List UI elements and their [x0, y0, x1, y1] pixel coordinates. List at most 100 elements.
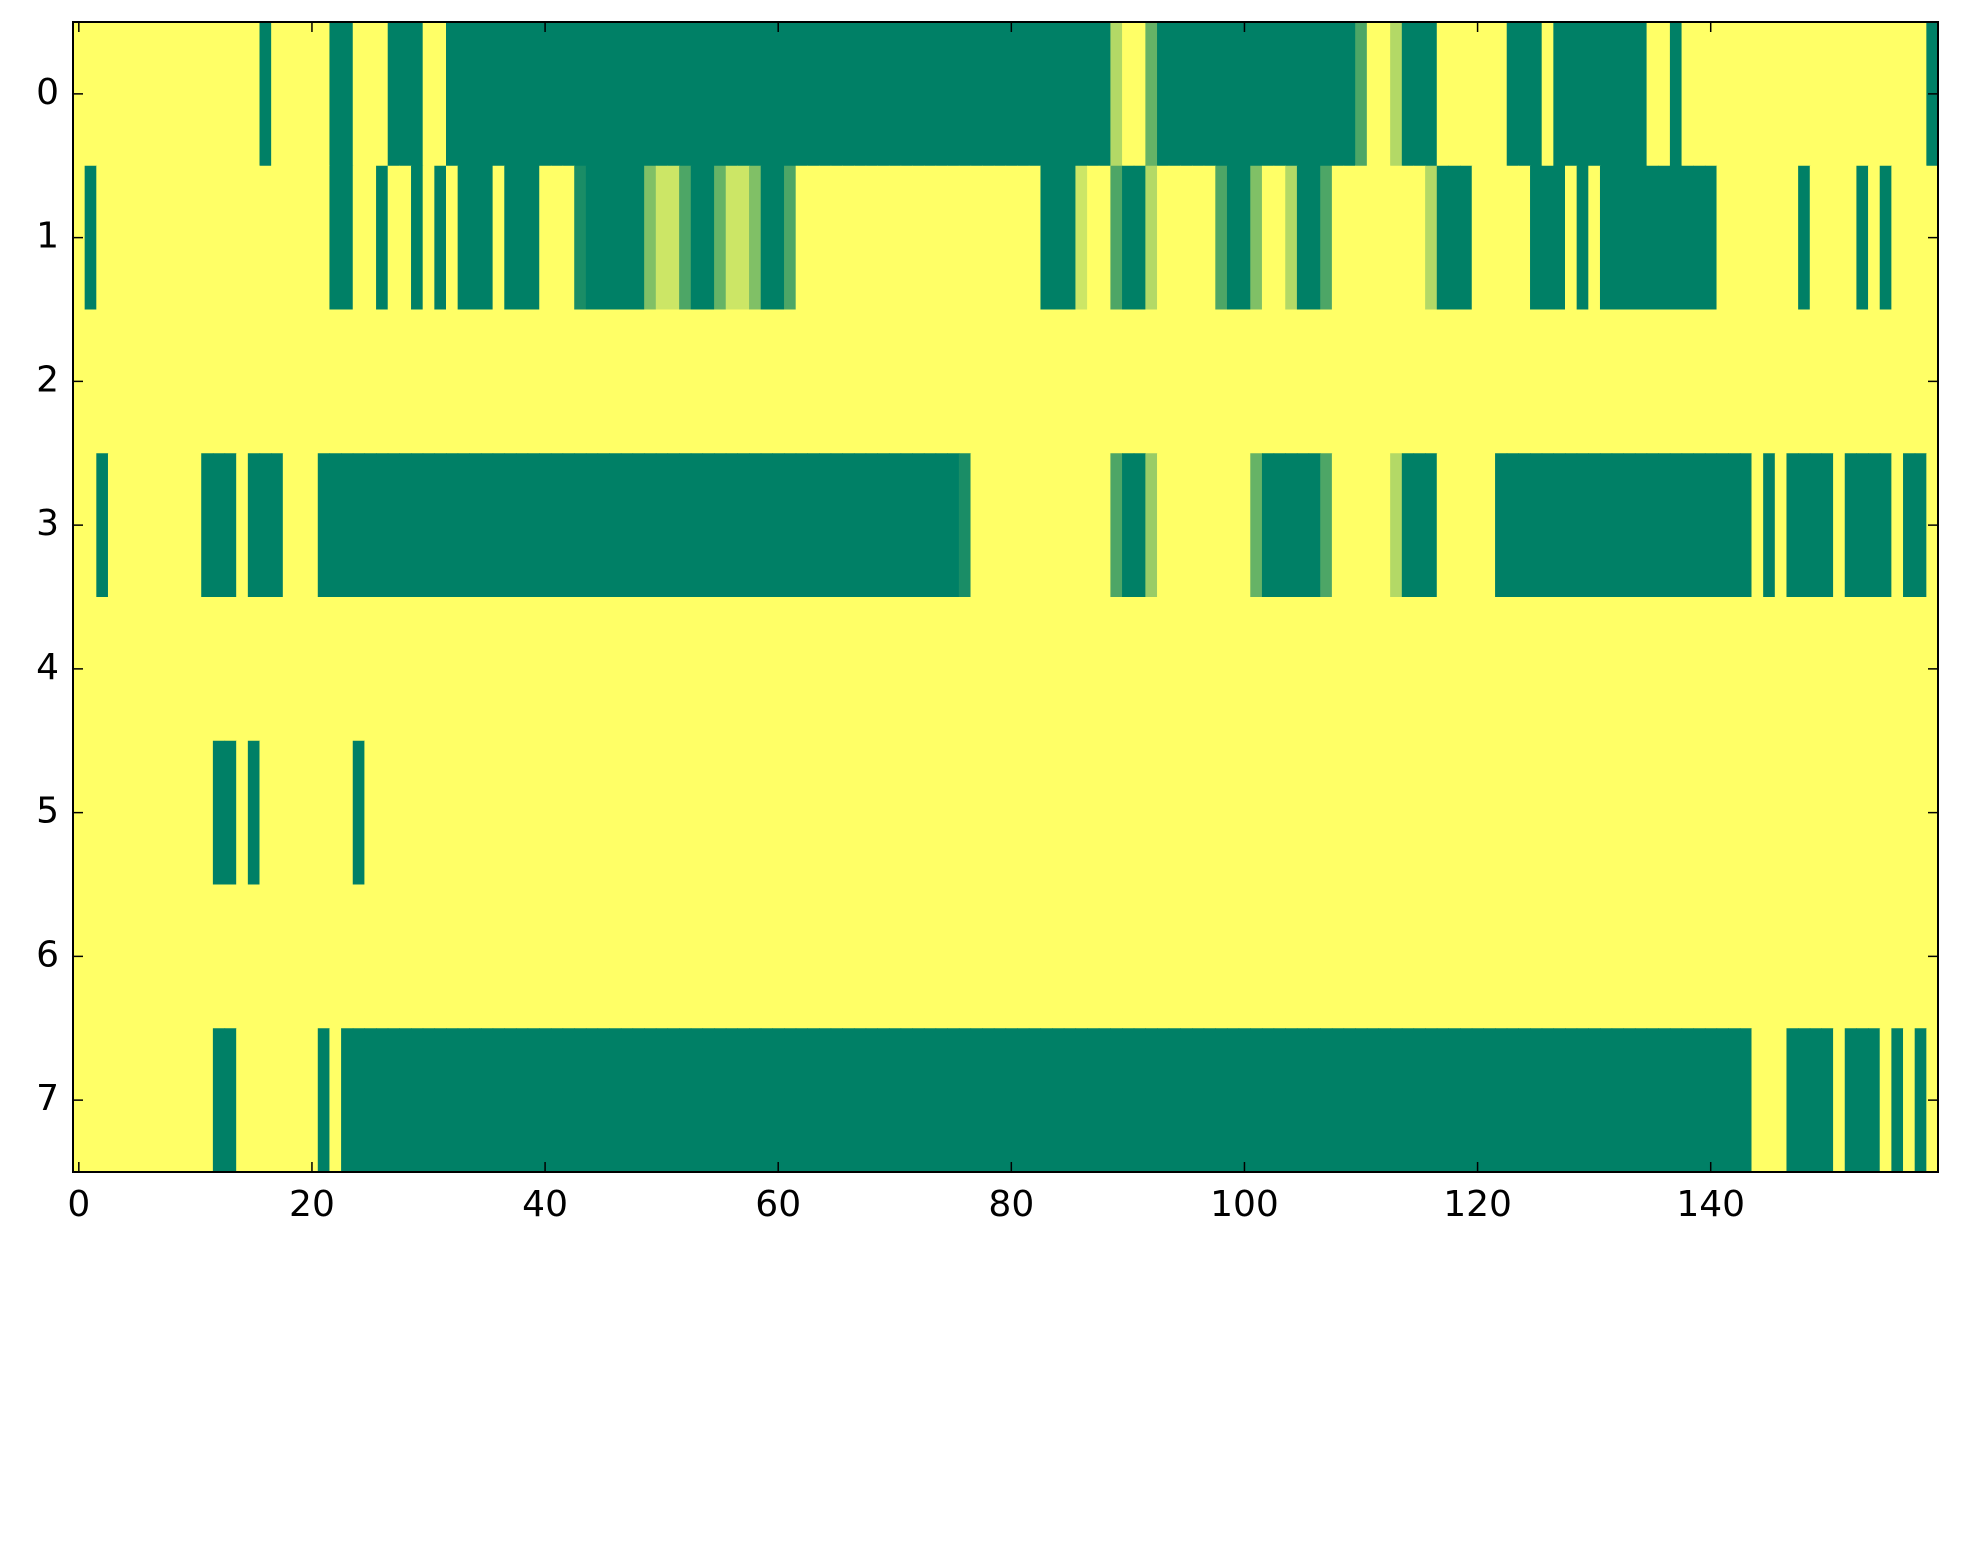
- heatmap-cell: [201, 22, 214, 167]
- heatmap-cell: [1098, 740, 1112, 886]
- heatmap-cell: [947, 597, 960, 742]
- heatmap-cell: [970, 597, 983, 742]
- heatmap-cell: [212, 1028, 226, 1173]
- heatmap-cell: [317, 1028, 331, 1173]
- heatmap-cell: [411, 1028, 424, 1173]
- heatmap-cell: [212, 22, 226, 167]
- heatmap-cell: [387, 597, 400, 742]
- heatmap-cell: [1296, 22, 1310, 167]
- heatmap-cell: [1366, 1028, 1380, 1173]
- heatmap-cell: [1833, 1028, 1846, 1173]
- heatmap-cell: [1903, 884, 1916, 1029]
- heatmap-cell: [1739, 309, 1753, 454]
- heatmap-cell: [1739, 165, 1753, 311]
- heatmap-cell: [1238, 597, 1251, 742]
- heatmap-cell: [504, 309, 517, 454]
- heatmap-cell: [1739, 1028, 1753, 1173]
- heatmap-cell: [1028, 740, 1042, 886]
- heatmap-cell: [317, 22, 331, 167]
- heatmap-cell: [1704, 740, 1718, 886]
- heatmap-cell: [923, 884, 937, 1029]
- heatmap-cell: [1879, 740, 1892, 886]
- heatmap-cell: [1203, 453, 1216, 598]
- heatmap-cell: [364, 740, 377, 886]
- heatmap-cell: [271, 165, 284, 311]
- heatmap-cell: [1250, 309, 1263, 454]
- heatmap-cell: [1145, 1028, 1158, 1173]
- heatmap-cell: [131, 22, 144, 167]
- heatmap-cell: [142, 165, 156, 311]
- heatmap-cell: [1168, 453, 1181, 598]
- heatmap-cell: [1343, 22, 1356, 167]
- heatmap-cell: [912, 165, 925, 311]
- heatmap-cell: [830, 1028, 843, 1173]
- heatmap-cell: [1669, 884, 1683, 1029]
- heatmap-cell: [527, 1028, 540, 1173]
- heatmap-cell: [515, 884, 529, 1029]
- heatmap-cell: [1017, 453, 1030, 598]
- heatmap-cell: [993, 1028, 1007, 1173]
- heatmap-cell: [574, 22, 587, 167]
- heatmap-cell: [597, 597, 610, 742]
- heatmap-cell: [1261, 884, 1275, 1029]
- heatmap-cell: [737, 309, 750, 454]
- heatmap-cell: [1658, 22, 1671, 167]
- heatmap-cell: [411, 597, 424, 742]
- heatmap-cell: [620, 1028, 634, 1173]
- heatmap-cell: [1226, 1028, 1240, 1173]
- heatmap-cell: [1716, 884, 1729, 1029]
- x-tick-label: 80: [988, 1184, 1034, 1225]
- heatmap-cell: [1366, 740, 1380, 886]
- heatmap-cell: [1157, 1028, 1170, 1173]
- heatmap-cell: [457, 22, 470, 167]
- heatmap-cell: [1401, 740, 1415, 886]
- heatmap-cell: [1588, 740, 1601, 886]
- heatmap-cell: [993, 165, 1007, 311]
- heatmap-cell: [982, 740, 995, 886]
- heatmap-cell: [1296, 165, 1310, 311]
- heatmap-cell: [609, 1028, 622, 1173]
- heatmap-cell: [189, 453, 202, 598]
- heatmap-cell: [1250, 597, 1263, 742]
- heatmap-cell: [865, 22, 878, 167]
- heatmap-cell: [84, 309, 97, 454]
- y-tick-label: 7: [36, 1078, 59, 1119]
- heatmap-cell: [1868, 309, 1881, 454]
- heatmap-cell: [201, 597, 214, 742]
- heatmap-cell: [1518, 453, 1531, 598]
- heatmap-cell: [189, 1028, 202, 1173]
- heatmap-cell: [760, 22, 773, 167]
- heatmap-cell: [1541, 22, 1554, 167]
- heatmap-cell: [609, 740, 622, 886]
- heatmap-cell: [877, 165, 890, 311]
- heatmap-cell: [1040, 1028, 1053, 1173]
- heatmap-cell: [376, 884, 389, 1029]
- heatmap-cell: [1681, 165, 1694, 311]
- heatmap-cell: [1693, 22, 1706, 167]
- heatmap-cell: [236, 22, 249, 167]
- heatmap-cell: [96, 884, 109, 1029]
- heatmap-cell: [667, 22, 680, 167]
- heatmap-cell: [177, 309, 191, 454]
- heatmap-cell: [1495, 309, 1508, 454]
- heatmap-cell: [795, 309, 808, 454]
- heatmap-cell: [131, 165, 144, 311]
- heatmap-cell: [480, 453, 494, 598]
- heatmap-cell: [702, 1028, 715, 1173]
- heatmap-cell: [1261, 597, 1275, 742]
- heatmap-cell: [1844, 884, 1858, 1029]
- heatmap-cell: [1599, 22, 1613, 167]
- heatmap-cell: [912, 1028, 925, 1173]
- heatmap-cell: [259, 22, 272, 167]
- heatmap-cell: [1261, 165, 1275, 311]
- heatmap-cell: [1250, 22, 1263, 167]
- heatmap-cell: [236, 1028, 249, 1173]
- heatmap-cell: [900, 1028, 913, 1173]
- heatmap-cell: [1681, 597, 1694, 742]
- heatmap-cell: [1040, 309, 1053, 454]
- heatmap-cell: [1215, 309, 1228, 454]
- heatmap-cell: [749, 597, 762, 742]
- heatmap-cell: [562, 309, 575, 454]
- heatmap-cell: [1238, 740, 1251, 886]
- heatmap-cell: [259, 165, 272, 311]
